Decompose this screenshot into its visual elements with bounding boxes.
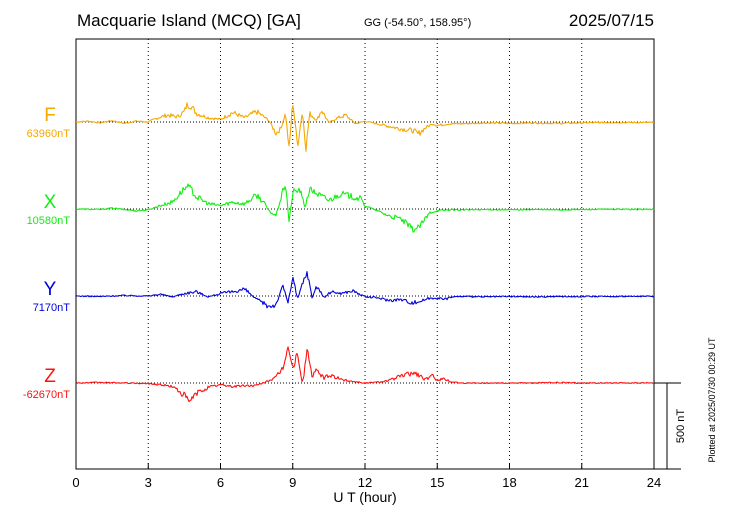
x-tick-label-15: 15 [430, 475, 444, 490]
trace-z [76, 346, 655, 403]
series-labels: F 63960nT X 10580nT Y 7170nT Z -62670nT [23, 105, 70, 401]
grid [147, 39, 583, 469]
x-tick-label-12: 12 [358, 475, 372, 490]
x-axis-label: U T (hour) [333, 489, 396, 505]
trace-x [75, 183, 655, 233]
station-coords: GG (-54.50°, 158.95°) [364, 17, 471, 29]
x-tick-label-3: 3 [145, 475, 152, 490]
baseline-value-f: 63960nT [27, 128, 71, 140]
traces [75, 102, 655, 403]
component-label-y: Y [44, 279, 57, 300]
x-tick-label-9: 9 [289, 475, 296, 490]
x-tick-label-6: 6 [217, 475, 224, 490]
x-axis: 0 3 6 9 12 15 18 21 24 [72, 463, 661, 490]
x-tick-label-18: 18 [502, 475, 516, 490]
trace-f [75, 102, 655, 152]
scale-bar: 500 nT [654, 382, 687, 470]
component-label-x: X [44, 192, 57, 213]
component-label-f: F [44, 105, 56, 126]
component-label-z: Z [44, 366, 56, 387]
plotted-timestamp: Plotted at 2025/07/30 00:29 UT [707, 337, 717, 463]
x-tick-label-0: 0 [72, 475, 79, 490]
baseline-value-x: 10580nT [27, 215, 71, 227]
x-tick-label-24: 24 [647, 475, 661, 490]
baseline-value-y: 7170nT [33, 302, 71, 314]
trace-y [75, 271, 655, 309]
scale-bar-label: 500 nT [675, 409, 687, 444]
chart-title: Macquarie Island (MCQ) [GA] [77, 11, 301, 30]
baseline-value-z: -62670nT [23, 389, 70, 401]
chart-date: 2025/07/15 [569, 11, 654, 30]
x-tick-label-21: 21 [575, 475, 589, 490]
